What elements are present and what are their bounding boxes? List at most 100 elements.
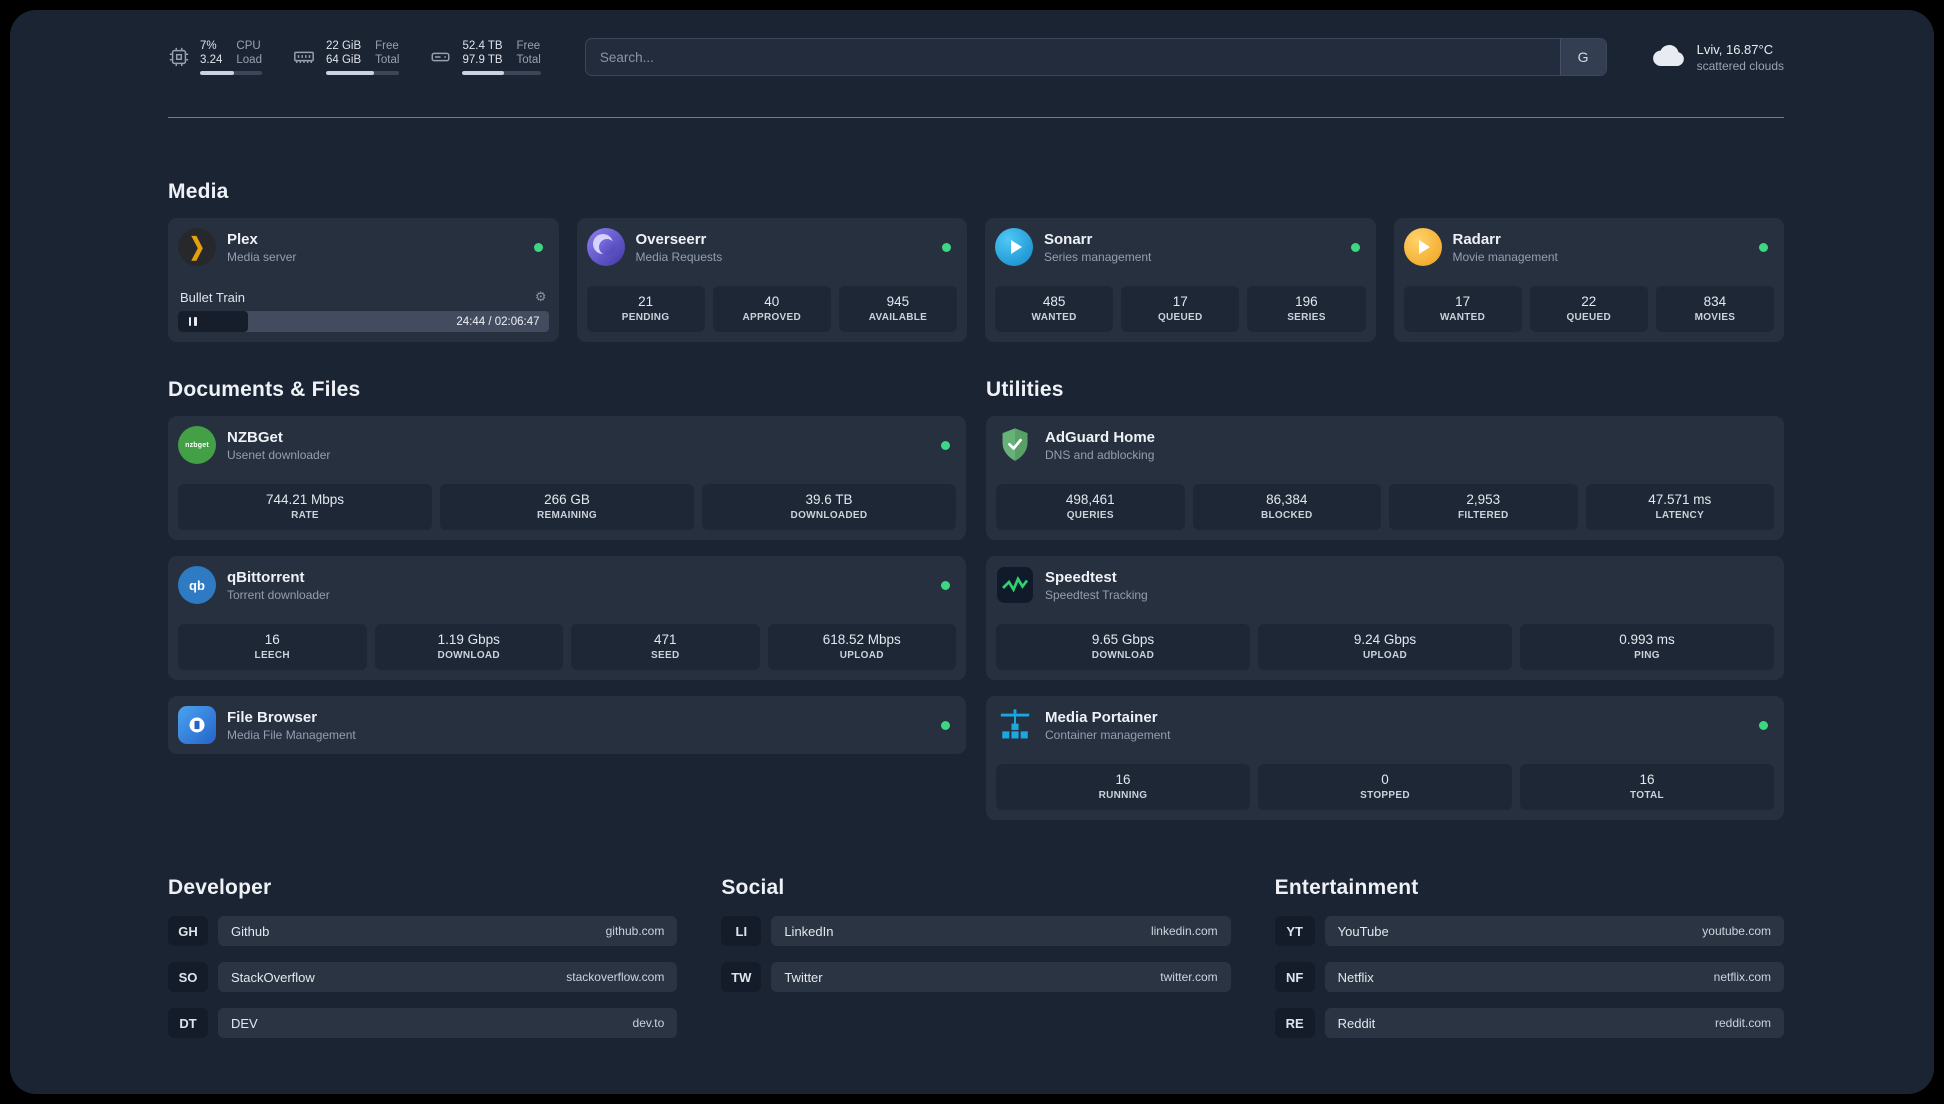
service-card-radarr[interactable]: Radarr Movie management 17 WANTED 22 QUE…	[1393, 218, 1784, 342]
service-name: Speedtest	[1045, 568, 1117, 586]
disk-free-label: Free	[516, 40, 541, 52]
stat-stopped: 0 STOPPED	[1258, 764, 1512, 810]
stat-upload: 9.24 Gbps UPLOAD	[1258, 624, 1512, 670]
disk-progress-bar	[462, 71, 541, 75]
stat-queued: 22 QUEUED	[1529, 286, 1648, 332]
status-dot	[941, 580, 950, 590]
service-description: Media Requests	[635, 249, 723, 264]
service-card-qbittorrent[interactable]: qb qBittorrent Torrent downloader 16 LEE…	[168, 556, 966, 680]
bookmark-abbr: YT	[1274, 916, 1315, 946]
search-engine-button[interactable]: G	[1559, 39, 1606, 75]
section-title-developer: Developer	[168, 876, 272, 899]
nzbget-icon: nzbget	[178, 426, 216, 464]
cpu-monitor: 7% 3.24 CPU Load	[168, 39, 262, 75]
service-card-sonarr[interactable]: Sonarr Series management 485 WANTED 17 Q…	[985, 218, 1376, 342]
bookmark-github[interactable]: GH Github github.com	[168, 916, 678, 946]
disk-total-label: Total	[516, 54, 541, 66]
portainer-icon	[996, 706, 1034, 744]
cpu-label: CPU	[236, 40, 261, 52]
service-description: Series management	[1044, 249, 1152, 264]
weather-widget[interactable]: Lviv, 16.87°C scattered clouds	[1651, 41, 1784, 74]
service-name: File Browser	[227, 708, 318, 726]
status-dot	[533, 242, 543, 252]
service-card-portainer[interactable]: Media Portainer Container management 16 …	[986, 696, 1784, 820]
bookmarks-developer: Developer GH Github github.com SO StackO…	[168, 876, 678, 1054]
service-name: NZBGet	[227, 428, 283, 446]
service-name: Sonarr	[1044, 230, 1093, 248]
memory-free-value: 22 GiB	[325, 40, 362, 52]
service-name: qBittorrent	[227, 568, 305, 586]
bookmark-dev[interactable]: DT DEV dev.to	[168, 1008, 678, 1038]
service-card-filebrowser[interactable]: File Browser Media File Management	[168, 696, 966, 754]
service-card-nzbget[interactable]: nzbget NZBGet Usenet downloader 744.21 M…	[168, 416, 966, 540]
service-card-adguard[interactable]: AdGuard Home DNS and adblocking 498,461 …	[986, 416, 1784, 540]
adguard-icon	[996, 426, 1034, 464]
status-dot	[941, 440, 950, 450]
bookmark-abbr: GH	[168, 916, 208, 946]
stat-ping: 0.993 ms PING	[1520, 624, 1774, 670]
memory-monitor: 22 GiB 64 GiB Free Total	[292, 39, 400, 75]
pause-icon[interactable]	[178, 317, 207, 326]
stat-available: 945 AVAILABLE	[838, 286, 958, 332]
service-name: Media Portainer	[1045, 708, 1158, 726]
search-bar: G	[584, 38, 1607, 76]
bookmarks-entertainment: Entertainment YT YouTube youtube.com NF …	[1274, 876, 1784, 1054]
bookmark-abbr: NF	[1274, 962, 1315, 992]
sonarr-icon	[995, 228, 1033, 266]
qbittorrent-icon: qb	[178, 566, 216, 604]
bookmark-stackoverflow[interactable]: SO StackOverflow stackoverflow.com	[168, 962, 678, 992]
gear-icon[interactable]: ⚙	[534, 290, 547, 305]
service-description: Usenet downloader	[227, 447, 331, 462]
search-input[interactable]	[585, 39, 1560, 75]
bookmark-linkedin[interactable]: LI LinkedIn linkedin.com	[721, 916, 1231, 946]
service-description: Media server	[227, 249, 297, 264]
bookmark-abbr: RE	[1274, 1008, 1315, 1038]
cpu-icon	[168, 46, 190, 68]
plex-icon: ❯	[178, 228, 216, 266]
stat-wanted: 485 WANTED	[995, 286, 1114, 332]
stat-blocked: 86,384 BLOCKED	[1192, 484, 1381, 530]
utilities-column: Utilities AdGuard Home DNS and adblockin…	[986, 378, 1784, 820]
service-name: Radarr	[1452, 230, 1501, 248]
service-name: Plex	[227, 230, 258, 248]
stat-series: 196 SERIES	[1247, 286, 1366, 332]
bookmark-reddit[interactable]: RE Reddit reddit.com	[1274, 1008, 1784, 1038]
bookmark-netflix[interactable]: NF Netflix netflix.com	[1274, 962, 1784, 992]
service-card-plex[interactable]: ❯ Plex Media server Bullet Train ⚙ 24:44…	[168, 218, 559, 342]
service-description: Speedtest Tracking	[1045, 587, 1148, 602]
disk-total-value: 97.9 TB	[462, 54, 503, 66]
memory-progress-bar	[325, 71, 400, 75]
dashboard: 7% 3.24 CPU Load	[10, 10, 1934, 1094]
now-playing-title: Bullet Train	[180, 290, 246, 305]
stat-wanted: 17 WANTED	[1403, 286, 1522, 332]
weather-condition: scattered clouds	[1696, 58, 1784, 73]
section-title-entertainment: Entertainment	[1274, 876, 1419, 899]
disk-monitor: 52.4 TB 97.9 TB Free Total	[429, 39, 541, 75]
stat-movies: 834 MOVIES	[1655, 286, 1775, 332]
service-description: DNS and adblocking	[1045, 447, 1155, 462]
stat-seed: 471 SEED	[571, 624, 760, 670]
cpu-percent: 7%	[200, 40, 217, 52]
overseerr-icon	[586, 228, 625, 266]
stat-filtered: 2,953 FILTERED	[1389, 484, 1578, 530]
service-description: Media File Management	[227, 727, 356, 742]
service-card-speedtest[interactable]: Speedtest Speedtest Tracking 9.65 Gbps D…	[986, 556, 1784, 680]
service-card-overseerr[interactable]: Overseerr Media Requests 21 PENDING 40 A…	[576, 218, 967, 342]
service-description: Torrent downloader	[227, 587, 330, 602]
service-name: Overseerr	[635, 230, 707, 248]
media-grid: ❯ Plex Media server Bullet Train ⚙ 24:44…	[168, 218, 1784, 342]
documents-column: Documents & Files nzbget NZBGet Usenet d…	[168, 378, 966, 820]
memory-free-label: Free	[375, 40, 399, 52]
stat-running: 16 RUNNING	[996, 764, 1250, 810]
section-title-media: Media	[168, 180, 229, 203]
cpu-progress-bar	[200, 71, 262, 75]
bookmark-abbr: TW	[721, 962, 762, 992]
playback-progress-bar[interactable]: 24:44 / 02:06:47	[178, 311, 549, 332]
bookmark-twitter[interactable]: TW Twitter twitter.com	[721, 962, 1231, 992]
cpu-load-value: 3.24	[200, 54, 223, 66]
playback-time: 24:44 / 02:06:47	[456, 315, 540, 328]
bookmark-youtube[interactable]: YT YouTube youtube.com	[1274, 916, 1784, 946]
radarr-icon	[1403, 228, 1442, 266]
memory-icon	[292, 46, 316, 68]
filebrowser-icon	[178, 706, 216, 744]
